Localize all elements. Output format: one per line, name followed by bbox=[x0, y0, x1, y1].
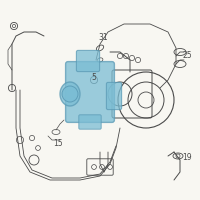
Text: 5: 5 bbox=[92, 72, 96, 82]
FancyBboxPatch shape bbox=[66, 62, 114, 122]
FancyBboxPatch shape bbox=[76, 50, 100, 72]
FancyBboxPatch shape bbox=[79, 115, 101, 129]
Text: 31: 31 bbox=[98, 33, 108, 43]
Text: 19: 19 bbox=[182, 154, 192, 162]
Text: 15: 15 bbox=[53, 138, 63, 148]
Circle shape bbox=[62, 86, 78, 102]
FancyBboxPatch shape bbox=[106, 82, 122, 110]
Text: 25: 25 bbox=[182, 50, 192, 60]
Ellipse shape bbox=[60, 82, 80, 106]
